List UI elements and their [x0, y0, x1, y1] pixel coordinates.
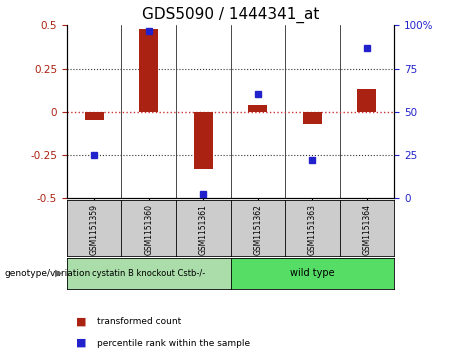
Title: GDS5090 / 1444341_at: GDS5090 / 1444341_at: [142, 7, 319, 23]
Bar: [139, 29, 158, 112]
Text: ▶: ▶: [55, 268, 63, 278]
Text: ■: ■: [76, 338, 87, 348]
Text: GSM1151359: GSM1151359: [89, 204, 99, 255]
Text: GSM1151361: GSM1151361: [199, 204, 208, 255]
Bar: [194, 112, 213, 168]
Text: GSM1151362: GSM1151362: [253, 204, 262, 255]
Bar: [357, 89, 377, 112]
Text: genotype/variation: genotype/variation: [5, 269, 91, 278]
Bar: [84, 112, 104, 120]
Text: ■: ■: [76, 316, 87, 326]
Bar: [303, 112, 322, 124]
Text: cystatin B knockout Cstb-/-: cystatin B knockout Cstb-/-: [92, 269, 205, 278]
Text: GSM1151360: GSM1151360: [144, 204, 153, 255]
Bar: [248, 105, 267, 112]
Text: wild type: wild type: [290, 268, 335, 278]
Text: percentile rank within the sample: percentile rank within the sample: [97, 339, 250, 347]
Text: GSM1151363: GSM1151363: [308, 204, 317, 255]
Text: GSM1151364: GSM1151364: [362, 204, 372, 255]
Text: transformed count: transformed count: [97, 317, 181, 326]
